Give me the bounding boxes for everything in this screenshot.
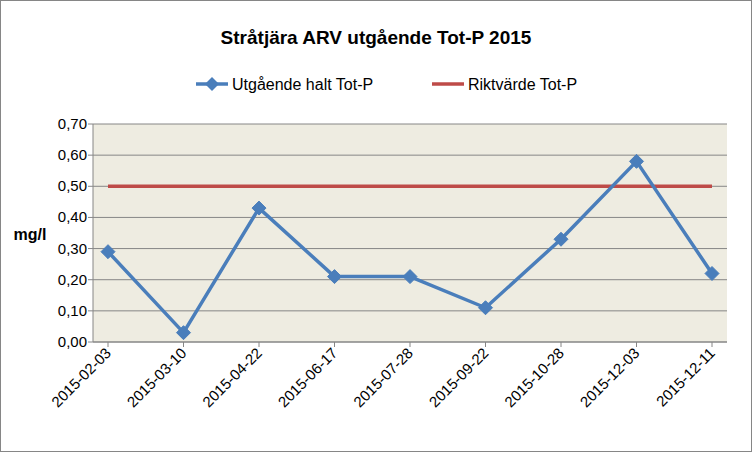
title: Stråtjära ARV utgående Tot-P 2015: [221, 27, 532, 48]
tick-mark: [259, 342, 260, 347]
marker: [705, 266, 719, 280]
tick-mark: [88, 155, 93, 156]
tick-mark: [485, 342, 486, 347]
category-label: 2015-06-17: [274, 344, 340, 410]
tick-mark: [108, 342, 109, 347]
category-label: 2015-04-22: [199, 344, 265, 410]
tick-mark: [636, 342, 637, 347]
chart: Stråtjära ARV utgående Tot-P 2015 0,00 0,1…: [0, 0, 752, 452]
tick-mark: [183, 342, 184, 347]
grid-line: [93, 248, 727, 249]
marker: [177, 326, 191, 340]
tick-mark: [88, 248, 93, 249]
tick-label: 0,30: [58, 240, 87, 257]
tick-label: 0,00: [58, 333, 87, 350]
tick-label: 0,10: [58, 302, 87, 319]
category-label: 2015-10-28: [501, 344, 567, 410]
tick-label: 0,50: [58, 177, 87, 194]
tick-mark: [410, 342, 411, 347]
series-line: [108, 185, 712, 189]
category-label: 2015-12-03: [576, 344, 642, 410]
tick-mark: [88, 342, 93, 343]
marker: [328, 270, 342, 284]
marker: [554, 232, 568, 246]
series-line: [108, 161, 712, 332]
series-group: [101, 154, 719, 339]
tick-label: 0,60: [58, 146, 87, 163]
marker: [101, 245, 115, 259]
legend-label: Riktvärde Tot-P: [468, 76, 577, 93]
grid-line: [93, 186, 727, 187]
tick-mark: [561, 342, 562, 347]
tick-mark: [88, 279, 93, 280]
tick-mark: [88, 186, 93, 187]
y-axis-label: mg/l: [14, 226, 47, 243]
grid-line: [93, 310, 727, 311]
marker: [403, 270, 417, 284]
marker: [252, 201, 266, 215]
legend-swatch: [432, 82, 464, 86]
category-label: 2015-09-22: [425, 344, 491, 410]
plot-area: [93, 124, 727, 342]
chart-frame: [1, 1, 752, 452]
tick-label: 0,20: [58, 271, 87, 288]
tick-label: 0,40: [58, 208, 87, 225]
legend-label: Utgående halt Tot-P: [232, 76, 373, 93]
category-label: 2015-12-11: [653, 344, 718, 409]
tick-mark: [88, 310, 93, 311]
y-axis: [93, 124, 94, 342]
grid-line: [93, 217, 727, 218]
marker: [630, 154, 644, 168]
grid-line: [93, 124, 727, 125]
tick-mark: [88, 217, 93, 218]
tick-mark: [334, 342, 335, 347]
legend-marker: [205, 77, 219, 91]
tick-label: 0,70: [58, 115, 87, 132]
category-label: 2015-03-10: [123, 344, 189, 410]
category-label: 2015-07-28: [350, 344, 416, 410]
grid-line: [93, 155, 727, 156]
tick-mark: [712, 342, 713, 347]
marker: [479, 301, 493, 315]
tick-mark: [88, 124, 93, 125]
category-label: 2015-02-03: [48, 344, 114, 410]
